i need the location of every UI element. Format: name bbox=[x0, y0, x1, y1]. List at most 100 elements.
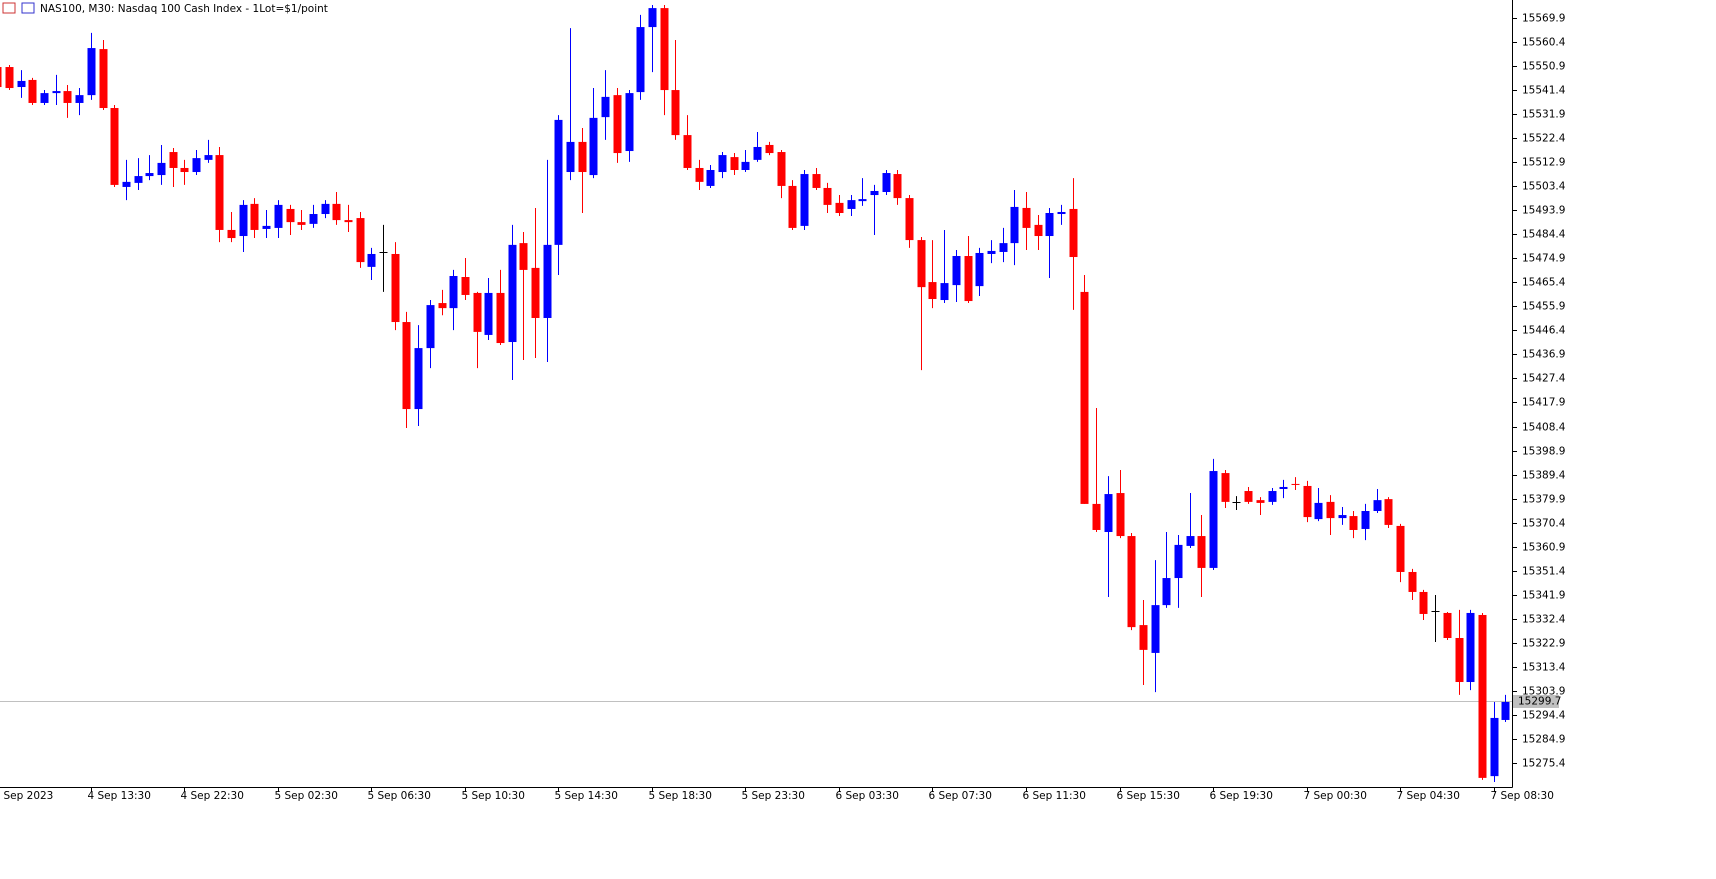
y-tick-label: 15389.4 bbox=[1522, 470, 1566, 482]
candle-body bbox=[134, 176, 143, 183]
y-tick-label: 15351.4 bbox=[1522, 566, 1566, 578]
candle-body bbox=[613, 95, 622, 154]
candle-body bbox=[695, 167, 704, 182]
x-tick-label: 6 Sep 11:30 bbox=[1023, 790, 1086, 802]
y-tick-label: 15379.9 bbox=[1522, 494, 1565, 506]
candle-body bbox=[928, 282, 937, 300]
candle-body bbox=[1186, 536, 1195, 546]
x-tick-label: 4 Sep 13:30 bbox=[88, 790, 151, 802]
candle-body bbox=[554, 119, 563, 245]
candle-body bbox=[788, 185, 797, 228]
x-tick-label: 7 Sep 04:30 bbox=[1397, 790, 1460, 802]
candle-body bbox=[1443, 612, 1452, 638]
candle-body bbox=[75, 95, 84, 103]
candle-body bbox=[180, 167, 189, 173]
candle-body bbox=[239, 204, 248, 237]
x-tick-label: 6 Sep 03:30 bbox=[836, 790, 899, 802]
x-tick-label: 5 Sep 02:30 bbox=[275, 790, 338, 802]
candle-body bbox=[5, 67, 14, 89]
x-tick-label: 5 Sep 18:30 bbox=[649, 790, 712, 802]
candle-body bbox=[706, 169, 715, 186]
candle-body bbox=[1256, 500, 1265, 503]
candle-body bbox=[905, 198, 914, 241]
y-tick-label: 15313.4 bbox=[1522, 662, 1566, 674]
candle-body bbox=[531, 267, 540, 318]
x-tick-label: 5 Sep 23:30 bbox=[742, 790, 805, 802]
y-tick-label: 15303.9 bbox=[1522, 686, 1565, 698]
x-tick-label: 5 Sep 14:30 bbox=[555, 790, 618, 802]
candle-body bbox=[1373, 500, 1382, 512]
candle-body bbox=[449, 275, 458, 309]
x-tick-label: 4 Sep 2023 bbox=[0, 790, 53, 802]
candle-body bbox=[1466, 612, 1475, 683]
candle-body bbox=[1139, 625, 1148, 650]
candle-body bbox=[1104, 494, 1113, 533]
candle-body bbox=[286, 208, 295, 223]
candle-body bbox=[1034, 224, 1043, 237]
candle-body bbox=[917, 240, 926, 288]
x-tick-label: 6 Sep 15:30 bbox=[1117, 790, 1180, 802]
x-tick-label: 4 Sep 22:30 bbox=[181, 790, 244, 802]
x-tick-label: 6 Sep 19:30 bbox=[1210, 790, 1273, 802]
y-tick-label: 15436.9 bbox=[1522, 349, 1565, 361]
y-tick-label: 15294.4 bbox=[1522, 710, 1566, 722]
candle-body bbox=[893, 174, 902, 199]
candle-body bbox=[589, 117, 598, 176]
candle-body bbox=[812, 174, 821, 188]
candle-body bbox=[367, 253, 376, 267]
candle-body bbox=[1291, 483, 1300, 485]
candle-body bbox=[99, 49, 108, 109]
candle-body bbox=[356, 218, 365, 263]
candle-body bbox=[730, 157, 739, 170]
candle-body bbox=[274, 204, 283, 228]
candle-body bbox=[1209, 471, 1218, 568]
y-tick-label: 15408.4 bbox=[1522, 422, 1566, 434]
y-tick-label: 15474.9 bbox=[1522, 253, 1565, 265]
candle-body bbox=[145, 173, 154, 177]
candle-body bbox=[882, 173, 891, 193]
x-tick-label: 7 Sep 00:30 bbox=[1304, 790, 1367, 802]
candle-body bbox=[391, 253, 400, 323]
candle-body bbox=[169, 152, 178, 168]
candle-body bbox=[1197, 536, 1206, 568]
candle-body bbox=[1314, 502, 1323, 520]
candle-body bbox=[262, 225, 271, 229]
candle-body bbox=[402, 322, 411, 410]
title-icons bbox=[2, 2, 35, 14]
chart-title: NAS100, M30: Nasdaq 100 Cash Index - 1Lo… bbox=[40, 3, 328, 15]
candle-body bbox=[952, 256, 961, 286]
candle-body bbox=[1326, 501, 1335, 519]
candle-body bbox=[1127, 536, 1136, 628]
candle-body bbox=[204, 155, 213, 160]
candle-body bbox=[870, 190, 879, 196]
candle-body bbox=[508, 244, 517, 343]
candle-body bbox=[718, 155, 727, 173]
y-tick-label: 15341.9 bbox=[1522, 590, 1565, 602]
candle-body bbox=[438, 303, 447, 309]
candle-body bbox=[87, 48, 96, 96]
candle-body bbox=[1045, 213, 1054, 237]
plot-area bbox=[0, 5, 1512, 782]
candle-body bbox=[847, 200, 856, 209]
candle-body bbox=[741, 161, 750, 170]
y-tick-label: 15541.4 bbox=[1522, 85, 1566, 97]
candle-body bbox=[683, 135, 692, 168]
candle-body bbox=[122, 181, 131, 187]
candle-body bbox=[671, 90, 680, 136]
candle-body bbox=[1268, 491, 1277, 502]
candle-body bbox=[1490, 717, 1499, 777]
y-tick-label: 15446.4 bbox=[1522, 325, 1566, 337]
candle-body bbox=[543, 244, 552, 318]
y-tick-label: 15275.4 bbox=[1522, 758, 1566, 770]
candle-body bbox=[332, 203, 341, 221]
candle-body bbox=[1349, 516, 1358, 530]
y-tick-label: 15417.9 bbox=[1522, 397, 1565, 409]
candle-body bbox=[297, 222, 306, 225]
candle-body bbox=[1279, 486, 1288, 489]
candle-body bbox=[1162, 578, 1171, 606]
y-tick-label: 15531.9 bbox=[1522, 109, 1565, 121]
x-tick-label: 7 Sep 08:30 bbox=[1491, 790, 1554, 802]
candle-body bbox=[321, 203, 330, 215]
